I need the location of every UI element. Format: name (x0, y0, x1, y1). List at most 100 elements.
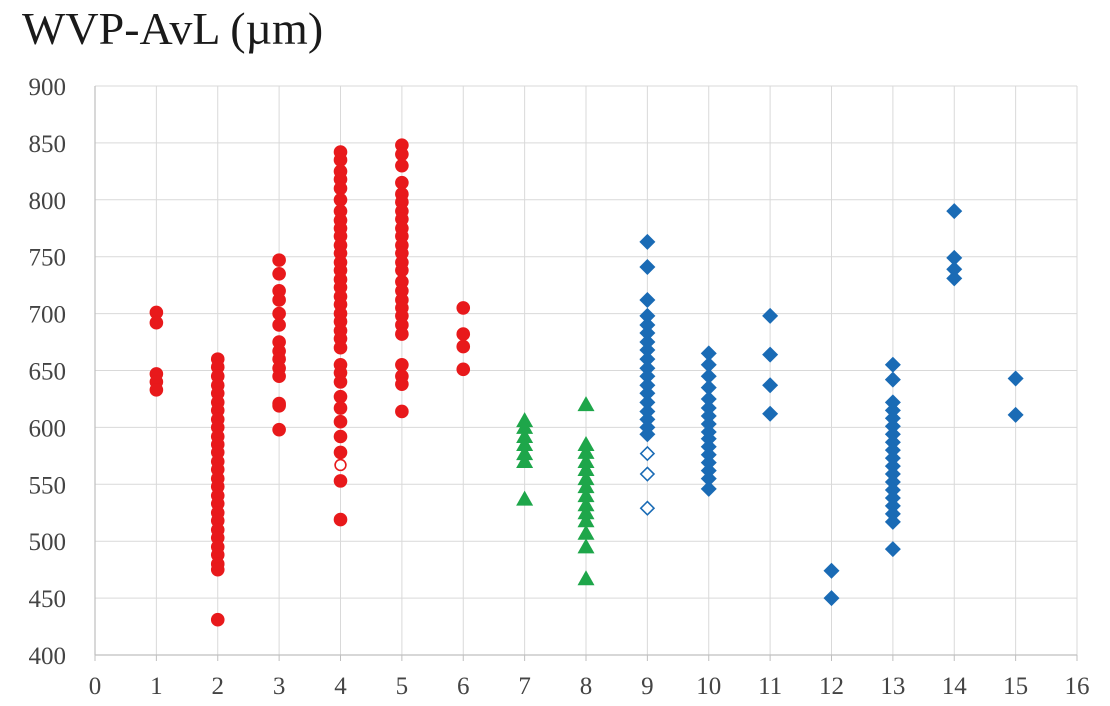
circle-point (210, 612, 225, 627)
triangle-point (516, 490, 534, 506)
circle-point (333, 401, 348, 415)
triangle-point (516, 445, 534, 461)
x-tick-label: 12 (819, 673, 844, 700)
circle-point (333, 414, 348, 429)
circle-point (210, 562, 225, 577)
diamond-point (639, 385, 656, 402)
circle-point (333, 474, 348, 488)
x-tick-label: 14 (942, 673, 968, 700)
diamond-point (700, 390, 717, 407)
y-tick-label: 850 (29, 131, 67, 158)
diamond-point (700, 470, 717, 487)
circle-point (395, 358, 409, 372)
x-tick-label: 4 (334, 673, 347, 700)
circle-point (333, 512, 348, 527)
chart-title: WVP-AvL (µm) (22, 3, 324, 54)
circle-point (456, 327, 471, 341)
circle-point (272, 306, 286, 321)
diamond-point (639, 291, 656, 308)
circle-point (333, 445, 348, 460)
circle-point (395, 175, 409, 190)
circle-point (333, 193, 348, 207)
diamond-point (639, 342, 656, 359)
diamond-point (762, 405, 779, 422)
diamond-point (884, 371, 901, 388)
triangle-point (577, 504, 595, 520)
x-tick-label: 11 (758, 673, 782, 700)
diamond-point (639, 233, 656, 250)
circle-point (334, 458, 347, 472)
diamond-point (762, 307, 779, 324)
circle-point (456, 362, 471, 377)
diamond-point (946, 249, 963, 266)
x-tick-label: 2 (212, 673, 225, 700)
circle-point (272, 318, 286, 332)
diamond-point (1007, 406, 1024, 423)
y-tick-label: 900 (29, 74, 67, 101)
triangle-point (577, 470, 595, 486)
y-tick-label: 400 (29, 643, 67, 670)
diamond-point (823, 590, 840, 607)
circle-point (333, 340, 348, 355)
circle-point (456, 301, 471, 315)
circle-point (395, 263, 409, 278)
diamond-point (700, 480, 717, 497)
triangle-point (577, 512, 595, 528)
triangle-point (577, 396, 595, 412)
diamond-point (639, 324, 656, 341)
circle-point (272, 369, 286, 383)
triangle-point (577, 443, 595, 459)
triangle-point (516, 418, 534, 434)
diamond-point (700, 379, 717, 396)
diamond-point (639, 394, 656, 411)
x-tick-label: 16 (1065, 673, 1090, 700)
gridlines (95, 85, 1078, 655)
diamond-point (946, 261, 963, 278)
triangle-point (577, 461, 595, 477)
circle-point (333, 429, 348, 444)
diamond-point (639, 466, 656, 482)
y-tick-label: 700 (29, 302, 67, 329)
triangle-point (577, 570, 595, 586)
circle-point (333, 375, 348, 389)
diamond-point (884, 356, 901, 373)
diamond-point (639, 351, 656, 368)
circle-point (395, 158, 409, 173)
circle-point (272, 293, 286, 307)
triangle-point (516, 428, 534, 444)
circle-point (272, 398, 286, 413)
x-tick-label: 15 (1003, 673, 1028, 700)
x-tick-label: 9 (641, 673, 654, 700)
triangle-point (577, 538, 595, 554)
x-tick-label: 13 (880, 673, 905, 700)
diamond-point (884, 541, 901, 558)
x-tick-label: 1 (150, 673, 163, 700)
y-tick-label: 750 (29, 245, 67, 272)
diamond-point (946, 270, 963, 287)
x-tick-label: 5 (396, 673, 409, 700)
diamond-point (700, 368, 717, 385)
x-tick-label: 3 (273, 673, 286, 700)
circle-point (456, 339, 471, 354)
diamond-point (946, 203, 963, 220)
diamond-point (884, 513, 901, 530)
triangle-point (577, 453, 595, 469)
circle-point (333, 389, 348, 404)
triangle-point (577, 487, 595, 503)
diamond-point (639, 500, 656, 516)
circle-point (272, 266, 286, 281)
diamond-point (639, 368, 656, 385)
y-tick-label: 800 (29, 188, 67, 215)
circle-point (333, 181, 348, 196)
x-tick-label: 7 (518, 673, 531, 700)
diamond-point (762, 346, 779, 363)
triangle-point (577, 478, 595, 494)
circle-point (395, 327, 409, 341)
diamond-point (700, 356, 717, 373)
diamond-point (639, 445, 656, 462)
diamond-point (639, 258, 656, 275)
tick-labels: 0 1 2 3 4 5 6 7 8 9 10 11 12 13 14 15 164004505005506006… (29, 74, 1090, 700)
circle-point (395, 147, 409, 162)
y-tick-label: 500 (29, 529, 67, 556)
